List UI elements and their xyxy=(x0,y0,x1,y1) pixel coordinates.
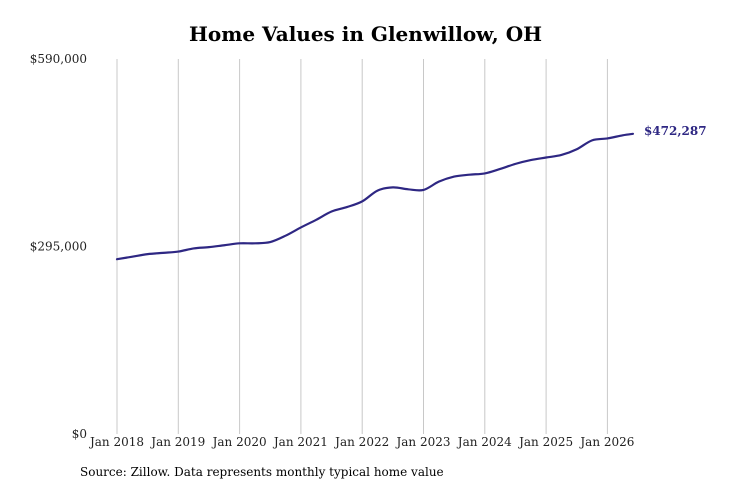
chart-title: Home Values in Glenwillow, OH xyxy=(188,22,543,46)
end-value-label: $472,287 xyxy=(644,124,707,138)
x-tick-label: Jan 2021 xyxy=(272,435,328,449)
series-line xyxy=(115,132,635,261)
y-tick-label: $295,000 xyxy=(30,240,87,254)
x-tick-label: Jan 2023 xyxy=(394,435,450,449)
x-tick-label: Jan 2025 xyxy=(517,435,573,449)
x-tick-label: Jan 2019 xyxy=(149,435,205,449)
y-tick-label: $0 xyxy=(72,427,87,441)
y-axis-ticks: $0 $295,000 $590,000 xyxy=(30,52,87,441)
x-tick-label: Jan 2020 xyxy=(211,435,267,449)
grid-lines xyxy=(116,59,608,434)
x-axis-ticks: Jan 2018 Jan 2019 Jan 2020 Jan 2021 Jan 2022… xyxy=(88,435,634,449)
x-tick-label: Jan 2024 xyxy=(456,435,512,449)
x-tick-label: Jan 2026 xyxy=(578,435,634,449)
source-note: Source: Zillow. Data represents monthly … xyxy=(80,465,444,479)
x-tick-label: Jan 2018 xyxy=(88,435,144,449)
y-tick-label: $590,000 xyxy=(30,52,87,66)
x-tick-label: Jan 2022 xyxy=(333,435,389,449)
